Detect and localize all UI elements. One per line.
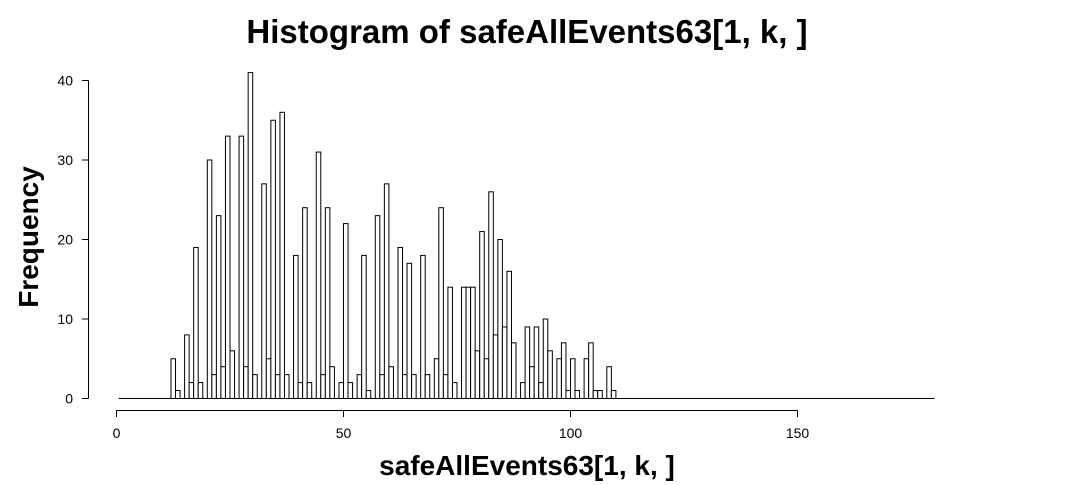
histogram-bar	[347, 382, 354, 400]
histogram-bar	[320, 374, 326, 399]
histogram-bar	[302, 207, 308, 399]
histogram-bar	[188, 382, 195, 400]
x-tick-label: 50	[336, 425, 352, 441]
histogram-bar	[170, 358, 177, 399]
histogram-bar	[243, 366, 249, 400]
histogram-bar	[424, 374, 431, 399]
histogram-bar	[411, 374, 417, 399]
histogram-bar	[293, 254, 299, 399]
histogram-bar	[252, 374, 258, 399]
chart-title: Histogram of safeAllEvents63[1, k, ]	[246, 13, 807, 50]
histogram-bar	[538, 382, 544, 400]
histogram-bar	[470, 286, 476, 400]
histogram-bars	[170, 72, 617, 400]
histogram-bar	[224, 135, 231, 399]
y-tick-label: 10	[57, 311, 73, 327]
histogram-bar	[520, 382, 526, 400]
histogram-bar	[556, 358, 562, 399]
histogram-bar	[274, 374, 281, 399]
histogram-bar	[474, 350, 481, 399]
histogram-bar	[479, 231, 485, 399]
histogram-bar	[215, 215, 222, 399]
histogram-bar	[547, 350, 553, 399]
histogram-bar	[610, 390, 617, 399]
histogram-bar	[597, 390, 603, 399]
histogram-bar	[265, 358, 272, 399]
histogram-bar	[261, 183, 267, 399]
histogram-bar	[211, 374, 217, 399]
histogram-bar	[388, 366, 394, 400]
histogram-bar	[510, 342, 517, 400]
histogram-bar	[451, 382, 458, 400]
y-tick-label: 40	[57, 73, 73, 89]
histogram-bar	[606, 366, 612, 400]
histogram-bar	[402, 374, 408, 399]
histogram-bar	[324, 207, 331, 399]
y-axis: 0 10 20 30 40	[57, 73, 89, 407]
histogram-bar	[270, 119, 276, 399]
histogram-bar	[560, 342, 567, 400]
histogram-bar	[492, 334, 499, 399]
histogram-bar	[529, 366, 535, 400]
histogram-bar	[542, 318, 549, 399]
histogram-bar	[420, 254, 426, 399]
histogram-bar	[193, 246, 199, 399]
y-tick-label: 30	[57, 152, 73, 168]
histogram-bar	[343, 223, 349, 399]
histogram-bar	[506, 270, 512, 399]
histogram-bar	[247, 72, 254, 400]
y-tick-label: 20	[57, 232, 73, 248]
histogram-bar	[488, 191, 494, 399]
histogram-bar	[338, 382, 344, 400]
histogram-bar	[379, 374, 385, 399]
histogram-bar	[533, 326, 540, 400]
y-tick-label: 0	[65, 391, 73, 407]
histogram-bar	[497, 239, 503, 399]
histogram-bar	[220, 366, 226, 400]
histogram-bar	[197, 382, 204, 400]
y-axis-label: Frequency	[13, 166, 44, 308]
x-axis-label: safeAllEvents63[1, k, ]	[379, 450, 675, 481]
histogram-bar	[361, 254, 367, 399]
histogram-bar	[483, 358, 490, 399]
x-tick-label: 0	[113, 425, 121, 441]
histogram-bar	[465, 286, 472, 400]
histogram-bar	[329, 366, 335, 400]
x-tick-label: 150	[786, 425, 810, 441]
histogram-bar	[524, 326, 531, 400]
x-axis: 0 50 100 150	[113, 410, 810, 441]
histogram-bar	[406, 262, 413, 399]
histogram-bar	[374, 215, 381, 399]
histogram-bar	[433, 358, 440, 399]
histogram-bar	[365, 390, 372, 399]
histogram-bar	[306, 382, 313, 400]
histogram-bar	[565, 390, 572, 399]
histogram-bar	[383, 183, 390, 399]
histogram-bar	[238, 135, 245, 399]
x-tick-label: 100	[559, 425, 583, 441]
histogram-bar	[592, 390, 599, 399]
histogram-bar	[574, 390, 581, 399]
histogram-bar	[438, 207, 444, 399]
histogram-bar	[315, 151, 322, 399]
histogram-bar	[447, 286, 453, 400]
histogram-bar	[461, 286, 467, 400]
histogram-bar	[356, 374, 363, 399]
histogram-bar	[184, 334, 190, 399]
histogram-bar	[175, 390, 181, 399]
histogram-bar	[583, 358, 590, 399]
histogram-bar	[283, 374, 290, 399]
histogram-bar	[397, 246, 404, 399]
histogram-bar	[206, 159, 213, 399]
histogram-bar	[297, 382, 304, 400]
histogram-bar	[229, 350, 236, 399]
histogram-bar	[442, 374, 449, 399]
histogram-bar	[501, 326, 508, 400]
histogram-bar	[279, 111, 285, 400]
histogram-bar	[588, 342, 594, 400]
histogram-bar	[570, 358, 576, 399]
